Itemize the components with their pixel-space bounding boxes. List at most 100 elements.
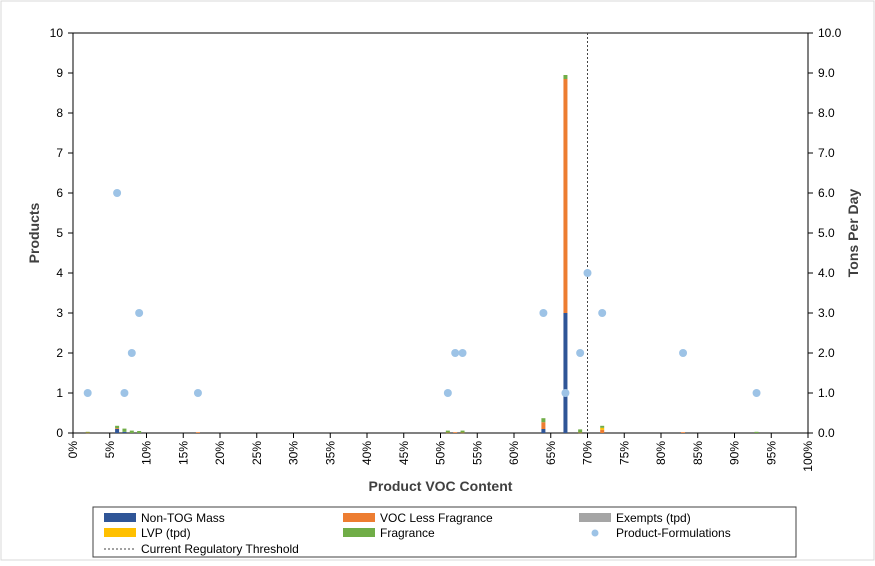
bar-segment-fragrance (122, 428, 127, 432)
y-left-tick-label: 6 (56, 186, 63, 200)
bar-segment-voc-less-fragrance (541, 422, 546, 429)
x-tick-label: 40% (360, 441, 374, 465)
x-tick-label: 60% (507, 441, 521, 465)
legend-non-tog-mass-label: Non-TOG Mass (141, 511, 225, 525)
scatter-point (443, 389, 452, 397)
y-right-tick-label: 0.0 (818, 426, 835, 440)
scatter-point (561, 389, 570, 397)
x-tick-label: 75% (617, 441, 631, 465)
legend-exempts-tpd-label: Exempts (tpd) (616, 511, 691, 525)
y-left-axis-title: Products (26, 202, 42, 263)
y-left-tick-label: 3 (56, 306, 63, 320)
bar-segment-fragrance (460, 430, 465, 433)
legend-non-tog-mass-swatch (104, 513, 136, 522)
scatter-point (539, 309, 548, 317)
legend-exempts-tpd-swatch (579, 513, 611, 522)
y-left-tick-label: 4 (56, 266, 63, 280)
legend-fragrance-label: Fragrance (380, 526, 435, 540)
legend-voc-less-fragrance-label: VOC Less Fragrance (380, 511, 493, 525)
y-right-tick-label: 8.0 (818, 106, 835, 120)
scatter-point (598, 309, 607, 317)
legend-box (92, 506, 797, 558)
bar-segment-voc-less-fragrance (453, 432, 458, 433)
bar-segment-voc-less-fragrance (195, 432, 200, 433)
x-tick-label: 55% (470, 441, 484, 465)
legend-fragrance-swatch (343, 528, 375, 537)
bar-segment-voc-less-fragrance (115, 428, 120, 429)
y-right-tick-label: 9.0 (818, 66, 835, 80)
y-right-tick-label: 7.0 (818, 146, 835, 160)
bar-segment-non-tog-mass (563, 313, 568, 433)
x-tick-label: 35% (323, 441, 337, 465)
scatter-point (576, 349, 585, 357)
x-tick-label: 0% (66, 441, 80, 459)
bar-segment-voc-less-fragrance (445, 432, 450, 434)
bar-segment-non-tog-mass (541, 429, 546, 433)
scatter-point (127, 349, 136, 357)
scatter-point (458, 349, 467, 357)
x-tick-label: 70% (581, 441, 595, 465)
bar-segment-non-tog-mass (122, 431, 127, 433)
bar-segment-fragrance (115, 425, 120, 429)
legend-lvp-tpd-swatch (104, 528, 136, 537)
y-left-tick-label: 1 (56, 386, 63, 400)
bar-segment-voc-less-fragrance (85, 432, 90, 434)
y-right-tick-label: 5.0 (818, 226, 835, 240)
x-tick-label: 85% (691, 441, 705, 465)
legend-product-formulations-marker (591, 529, 599, 537)
scatter-point (83, 389, 92, 397)
scatter-point (451, 349, 460, 357)
y-right-tick-label: 10.0 (818, 26, 842, 40)
bar-segment-lvp-tpd (600, 427, 605, 430)
x-tick-label: 25% (250, 441, 264, 465)
y-right-tick-label: 3.0 (818, 306, 835, 320)
scatter-point (583, 269, 592, 277)
legend-current-regulatory-threshold-label: Current Regulatory Threshold (141, 542, 299, 556)
bar-segment-non-tog-mass (115, 429, 120, 433)
y-left-tick-label: 10 (50, 26, 64, 40)
x-tick-label: 65% (544, 441, 558, 465)
bar-segment-fragrance (600, 425, 605, 428)
y-right-axis-title: Tons Per Day (845, 189, 861, 278)
bar-segment-fragrance (445, 430, 450, 433)
y-left-tick-label: 8 (56, 106, 63, 120)
y-left-tick-label: 5 (56, 226, 63, 240)
bar-segment-voc-less-fragrance (460, 432, 465, 434)
y-left-tick-label: 9 (56, 66, 63, 80)
legend-lvp-tpd-label: LVP (tpd) (141, 526, 191, 540)
y-left-tick-label: 2 (56, 346, 63, 360)
bar-segment-voc-less-fragrance (578, 432, 583, 434)
scatter-point (679, 349, 688, 357)
bar-segment-fragrance (129, 430, 134, 433)
scatter-point (120, 389, 129, 397)
x-tick-label: 10% (140, 441, 154, 465)
bar-segment-fragrance (541, 418, 546, 423)
x-tick-label: 45% (397, 441, 411, 465)
bar-segment-fragrance (578, 429, 583, 433)
bar-segment-fragrance (137, 431, 142, 433)
x-tick-label: 30% (287, 441, 301, 465)
x-tick-label: 100% (801, 441, 815, 472)
scatter-point (113, 189, 122, 197)
legend-product-formulations-label: Product-Formulations (616, 526, 731, 540)
bar-segment-voc-less-fragrance (681, 432, 686, 433)
scatter-point (752, 389, 761, 397)
legend-voc-less-fragrance-swatch (343, 513, 375, 522)
x-tick-label: 20% (213, 441, 227, 465)
x-tick-label: 90% (728, 441, 742, 465)
bar-segment-fragrance (85, 431, 90, 433)
scatter-point (193, 389, 202, 397)
y-right-tick-label: 2.0 (818, 346, 835, 360)
x-tick-label: 95% (764, 441, 778, 465)
x-axis-title: Product VOC Content (369, 478, 513, 494)
scatter-point (135, 309, 144, 317)
bar-segment-voc-less-fragrance (563, 79, 568, 313)
x-tick-label: 50% (434, 441, 448, 465)
x-tick-label: 5% (103, 441, 117, 459)
bar-segment-voc-less-fragrance (600, 429, 605, 433)
x-tick-label: 80% (654, 441, 668, 465)
y-right-tick-label: 4.0 (818, 266, 835, 280)
